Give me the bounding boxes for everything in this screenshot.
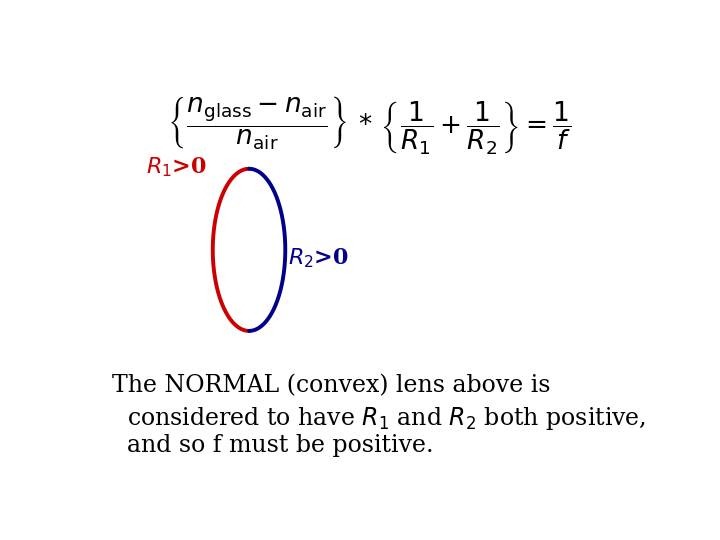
Text: $R_1$>0: $R_1$>0 bbox=[146, 156, 207, 179]
Text: considered to have $R_1$ and $R_2$ both positive,: considered to have $R_1$ and $R_2$ both … bbox=[112, 404, 647, 431]
Text: The NORMAL (convex) lens above is: The NORMAL (convex) lens above is bbox=[112, 375, 551, 397]
Text: and so f must be positive.: and so f must be positive. bbox=[112, 435, 434, 457]
Text: $\left\{\dfrac{n_\mathsf{glass} - n_\mathsf{air}}{n_\mathsf{air}}\right\}\,*\,\l: $\left\{\dfrac{n_\mathsf{glass} - n_\mat… bbox=[167, 94, 571, 156]
Text: $R_2$>0: $R_2$>0 bbox=[288, 246, 349, 270]
